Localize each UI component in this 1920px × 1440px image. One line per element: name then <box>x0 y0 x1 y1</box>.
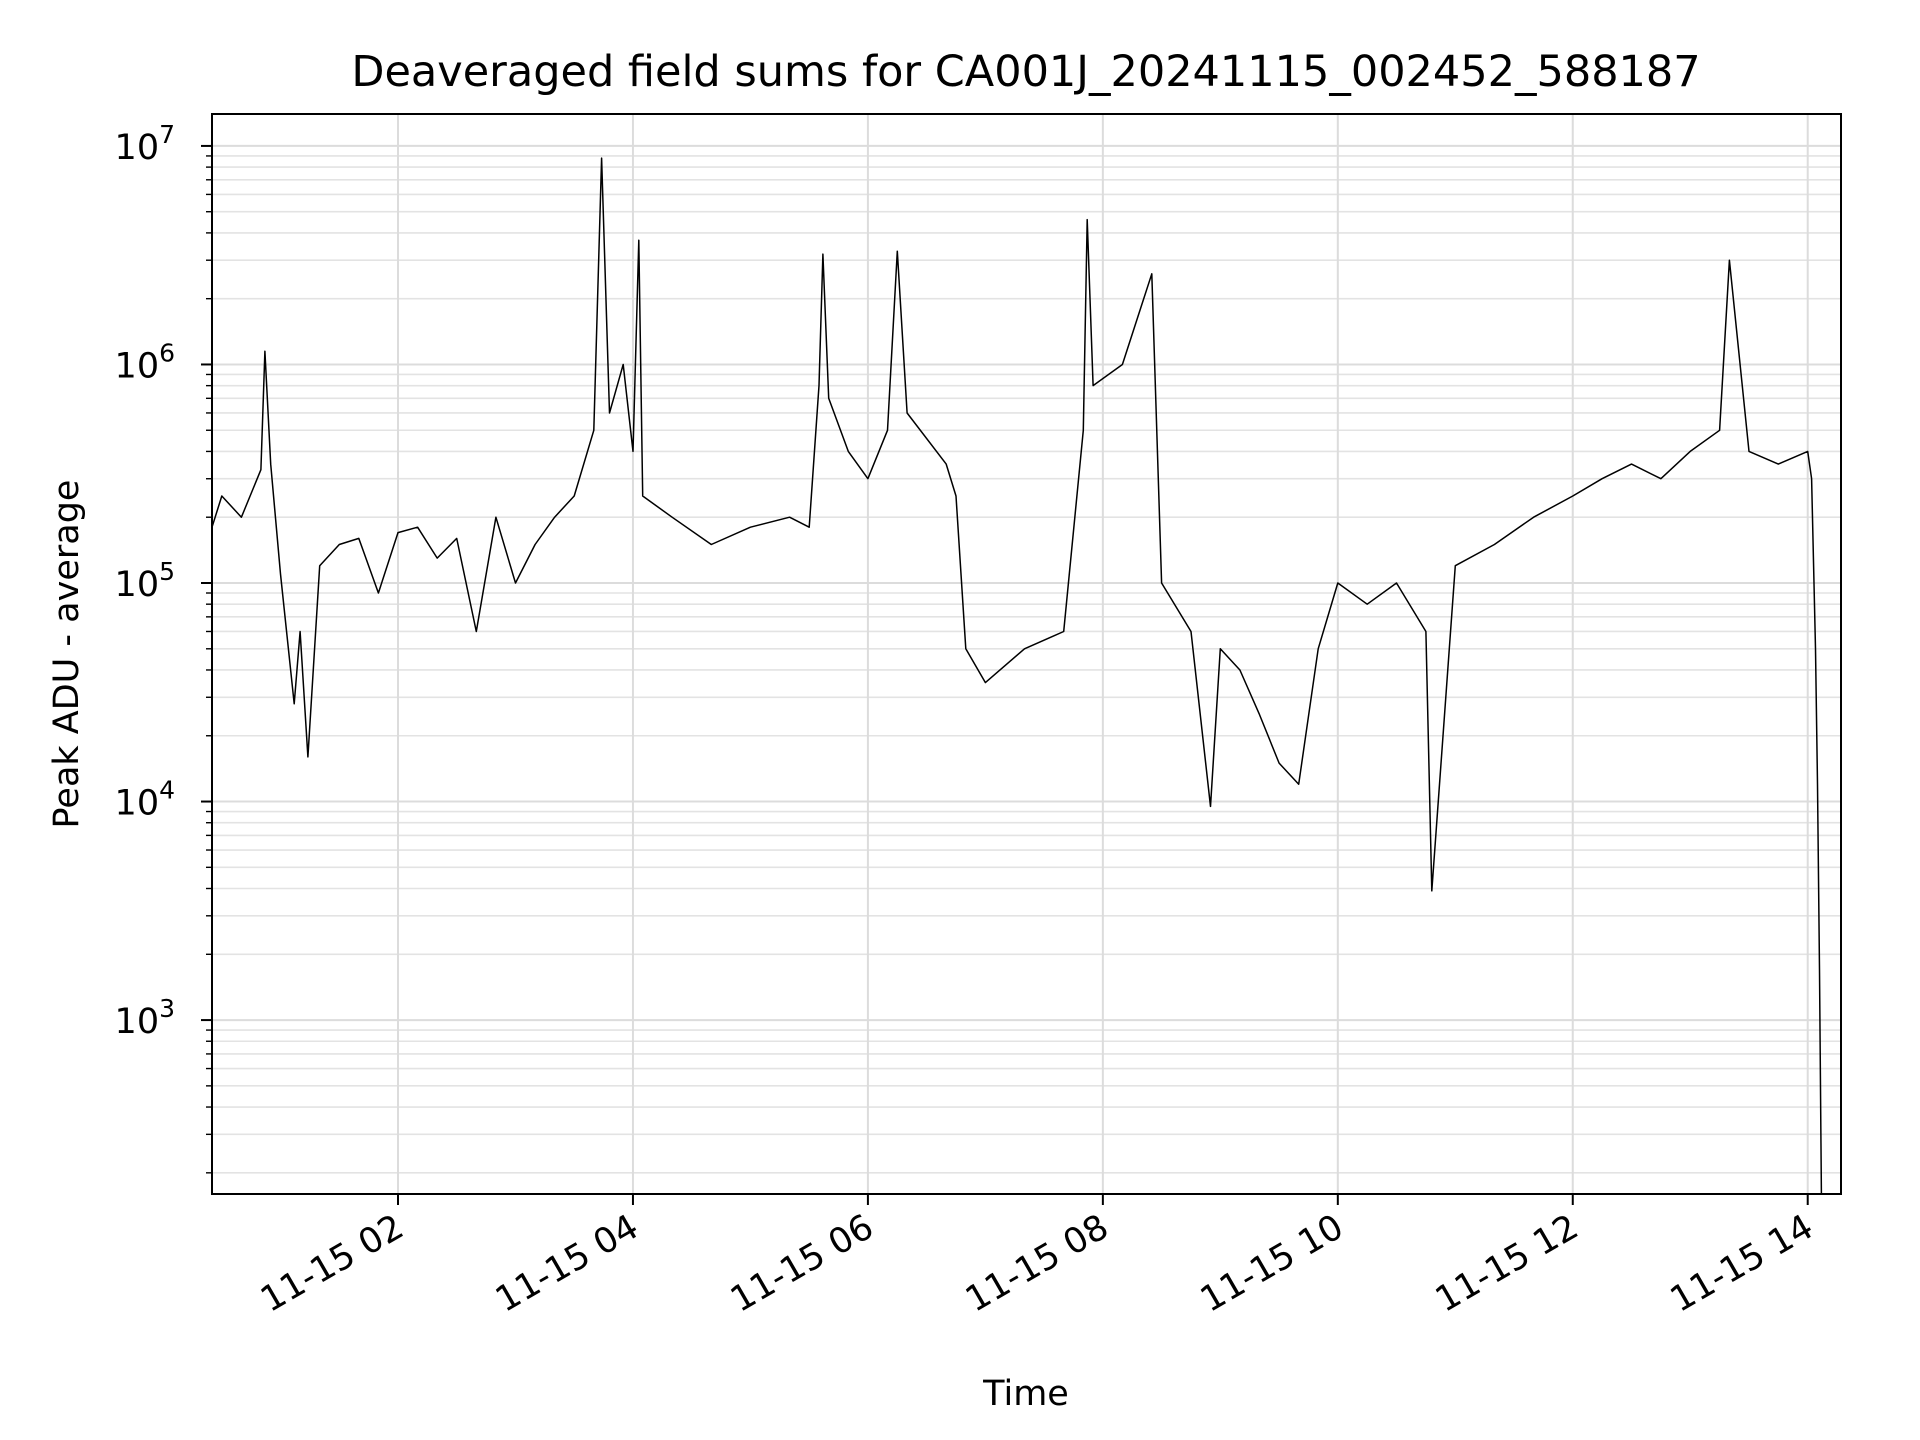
plot-frame <box>211 113 1842 1195</box>
series-layer <box>212 157 1823 1194</box>
x-axis-title: Time <box>982 1374 1069 1414</box>
y-axis: 103 104 105 106 107 <box>115 120 212 1174</box>
y-tick-label: 106 <box>115 338 175 386</box>
y-tick-label: 107 <box>115 120 175 168</box>
y-tick-label: 103 <box>115 994 175 1042</box>
series-line <box>212 157 1823 1194</box>
grid-lines <box>212 114 1841 1194</box>
y-tick-label: 105 <box>115 557 175 605</box>
y-tick-label: 104 <box>115 776 175 824</box>
chart-title: Deaveraged field sums for CA001J_2024111… <box>351 47 1700 97</box>
y-axis-title: Peak ADU - average <box>47 480 87 829</box>
